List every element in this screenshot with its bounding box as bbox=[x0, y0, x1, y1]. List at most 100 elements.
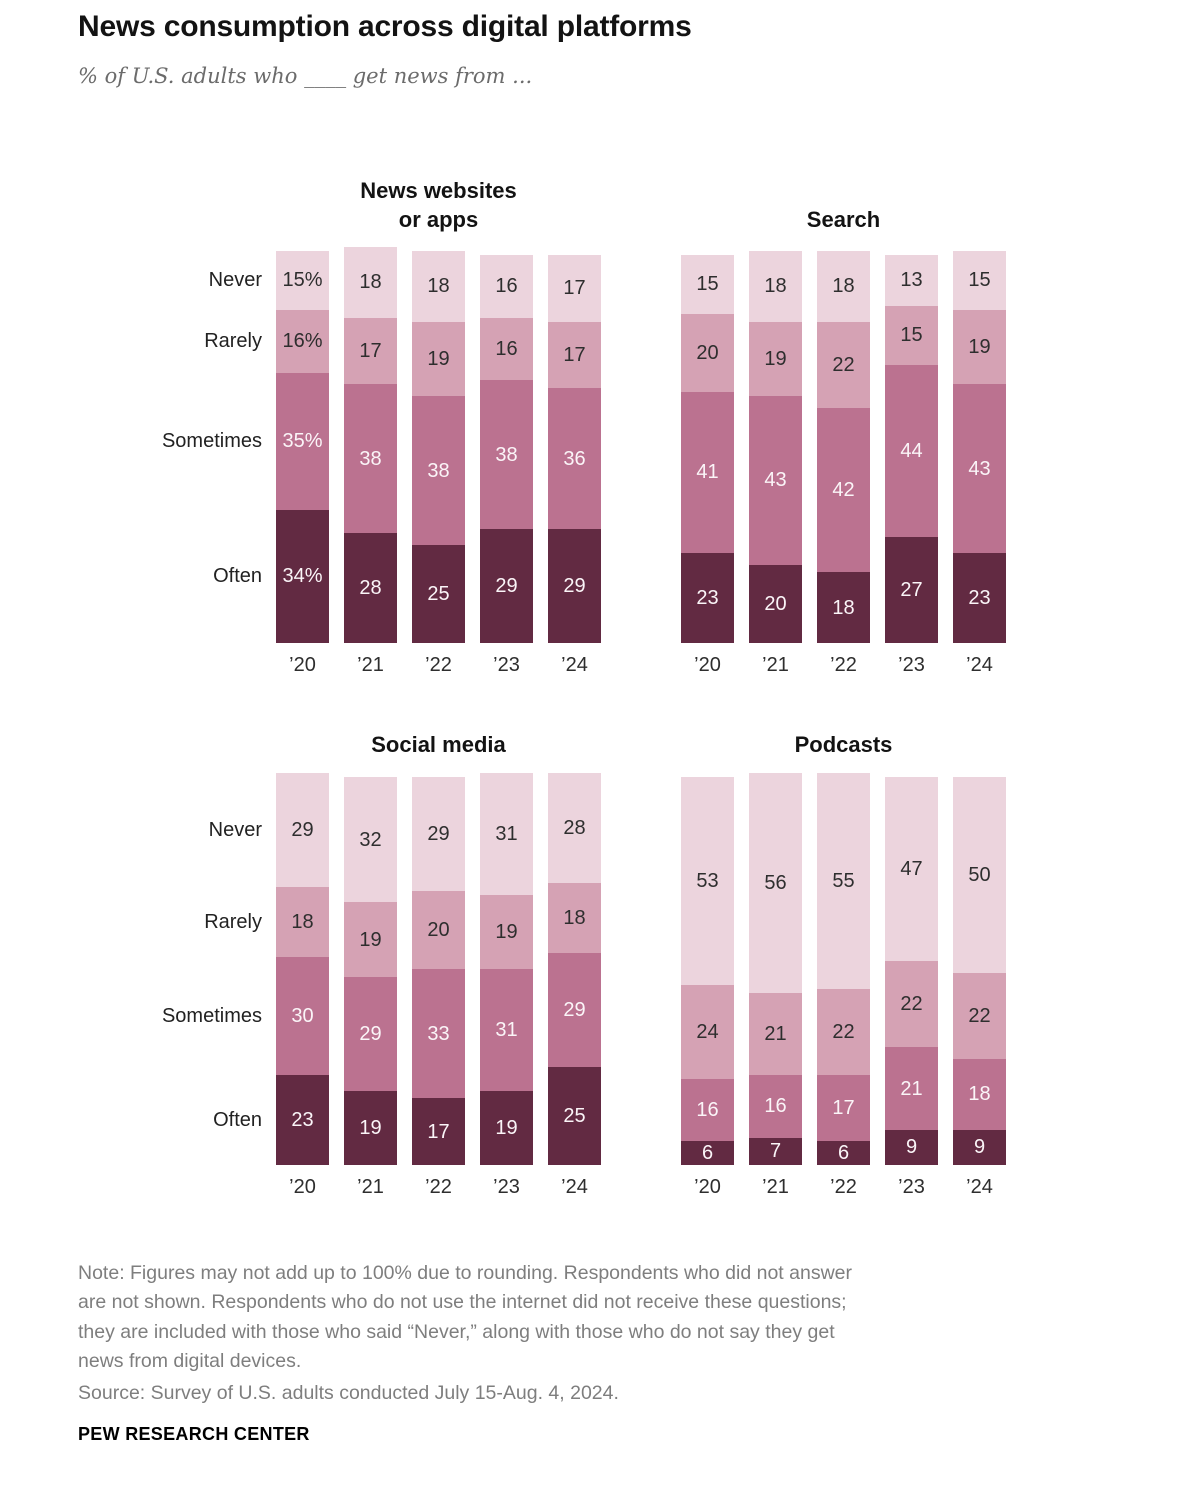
bar-segment-never bbox=[749, 773, 802, 993]
value-label-rarely: 24 bbox=[696, 1020, 719, 1043]
x-axis-label: ’24 bbox=[966, 654, 993, 676]
note-block: Note: Figures may not add up to 100% due… bbox=[78, 1259, 1068, 1408]
bar-segment-often bbox=[749, 1137, 802, 1165]
value-label-rarely: 19 bbox=[495, 920, 518, 943]
value-label-never: 28 bbox=[563, 816, 586, 839]
bar-segment-never bbox=[480, 773, 533, 895]
bar-segment-rarely bbox=[548, 882, 601, 954]
bar-segment-rarely bbox=[480, 317, 533, 381]
bar-segment-often bbox=[344, 1090, 397, 1165]
value-label-rarely: 22 bbox=[832, 353, 855, 376]
value-label-never: 31 bbox=[495, 822, 518, 845]
bar-segment-often bbox=[885, 1129, 938, 1165]
bar-segment-often bbox=[412, 1098, 465, 1165]
bar-segment-rarely bbox=[412, 321, 465, 397]
bar-segment-sometimes bbox=[548, 953, 601, 1067]
value-label-rarely: 17 bbox=[563, 343, 586, 366]
row-label-sometimes: Sometimes bbox=[161, 430, 262, 453]
value-label-often: 29 bbox=[495, 575, 518, 598]
x-axis-label: ’20 bbox=[289, 654, 316, 676]
bar-segment-never bbox=[344, 247, 397, 318]
value-label-never: 18 bbox=[832, 275, 855, 298]
x-axis-label: ’23 bbox=[898, 654, 925, 676]
bar-segment-sometimes bbox=[344, 976, 397, 1091]
bar-segment-sometimes bbox=[885, 364, 938, 538]
chart-title: Search bbox=[806, 207, 881, 232]
bar-segment-often bbox=[953, 552, 1006, 643]
value-label-never: 56 bbox=[764, 871, 787, 894]
bar-segment-never bbox=[885, 776, 938, 962]
page-subtitle: % of U.S. adults who ____ get news from … bbox=[78, 64, 533, 88]
value-label-often: 6 bbox=[701, 1142, 714, 1165]
x-axis-label: ’20 bbox=[694, 654, 721, 676]
bar-segment-never bbox=[412, 251, 465, 322]
bar-segment-rarely bbox=[344, 317, 397, 385]
value-label-sometimes: 31 bbox=[495, 1018, 518, 1041]
bar-segment-sometimes bbox=[681, 1078, 734, 1142]
value-label-sometimes: 42 bbox=[832, 479, 855, 502]
x-axis-label: ’24 bbox=[561, 1176, 588, 1198]
value-label-never: 18 bbox=[764, 275, 787, 298]
bar-segment-sometimes bbox=[817, 1074, 870, 1142]
bar-segment-never bbox=[480, 254, 533, 318]
value-label-rarely: 16 bbox=[495, 338, 518, 360]
value-label-rarely: 18 bbox=[291, 910, 314, 933]
value-label-sometimes: 38 bbox=[495, 443, 518, 466]
value-label-rarely: 15 bbox=[900, 324, 923, 347]
value-label-sometimes: 44 bbox=[900, 439, 923, 462]
value-label-never: 17 bbox=[563, 277, 586, 300]
chart-title: News websites or apps bbox=[360, 178, 517, 232]
bar-segment-sometimes bbox=[953, 384, 1006, 553]
value-label-rarely: 22 bbox=[832, 1020, 855, 1043]
value-label-sometimes: 29 bbox=[563, 999, 586, 1022]
bar-segment-rarely bbox=[480, 894, 533, 969]
bar-segment-never bbox=[817, 773, 870, 989]
value-label-never: 15 bbox=[696, 273, 719, 296]
value-label-often: 18 bbox=[832, 596, 855, 619]
value-label-never: 16 bbox=[495, 275, 518, 298]
value-label-rarely: 18 bbox=[563, 907, 586, 930]
value-label-often: 9 bbox=[905, 1136, 918, 1159]
value-label-often: 23 bbox=[696, 586, 719, 609]
row-label-rarely: Rarely bbox=[204, 910, 262, 933]
value-label-rarely: 19 bbox=[764, 347, 787, 370]
note-text: are not shown. Respondents who do not us… bbox=[78, 1291, 847, 1314]
value-label-never: 53 bbox=[696, 869, 719, 892]
bar-segment-often bbox=[817, 572, 870, 643]
bar-segment-often bbox=[548, 1067, 601, 1165]
bar-segment-never bbox=[681, 776, 734, 985]
value-label-never: 15% bbox=[282, 269, 323, 292]
bar-segment-rarely bbox=[953, 972, 1006, 1060]
bar-segment-rarely bbox=[276, 886, 329, 958]
value-label-never: 55 bbox=[832, 869, 855, 892]
value-label-often: 7 bbox=[769, 1140, 782, 1163]
bar-segment-sometimes bbox=[276, 372, 329, 510]
bar-segment-sometimes bbox=[344, 384, 397, 534]
bar-segment-often bbox=[953, 1129, 1006, 1165]
value-label-sometimes: 43 bbox=[968, 457, 991, 480]
value-label-rarely: 19 bbox=[427, 347, 450, 370]
value-label-often: 6 bbox=[837, 1142, 850, 1165]
value-label-never: 15 bbox=[968, 269, 991, 292]
bar-segment-rarely bbox=[681, 984, 734, 1079]
bar-segment-often bbox=[548, 529, 601, 643]
bar-segment-sometimes bbox=[412, 396, 465, 545]
bar-segment-rarely bbox=[276, 309, 329, 373]
value-label-sometimes: 17 bbox=[832, 1097, 855, 1120]
value-label-rarely: 19 bbox=[359, 928, 382, 951]
bar-segment-often bbox=[681, 1141, 734, 1165]
value-label-often: 25 bbox=[427, 583, 450, 605]
bar-segment-rarely bbox=[749, 321, 802, 397]
chart-title: Podcasts bbox=[794, 732, 893, 757]
value-label-sometimes: 38 bbox=[427, 459, 450, 482]
row-label-sometimes: Sometimes bbox=[161, 1005, 262, 1028]
bar-segment-never bbox=[749, 251, 802, 322]
bar-segment-never bbox=[681, 254, 734, 314]
page-title: News consumption across digital platform… bbox=[78, 10, 692, 43]
x-axis-label: ’23 bbox=[493, 654, 520, 676]
bar-segment-never bbox=[276, 251, 329, 310]
bar-segment-never bbox=[412, 776, 465, 891]
bar-segment-sometimes bbox=[885, 1047, 938, 1130]
bar-segment-never bbox=[344, 776, 397, 903]
